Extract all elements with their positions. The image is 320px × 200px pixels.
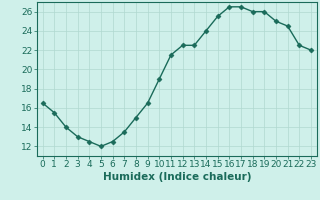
- X-axis label: Humidex (Indice chaleur): Humidex (Indice chaleur): [102, 172, 251, 182]
